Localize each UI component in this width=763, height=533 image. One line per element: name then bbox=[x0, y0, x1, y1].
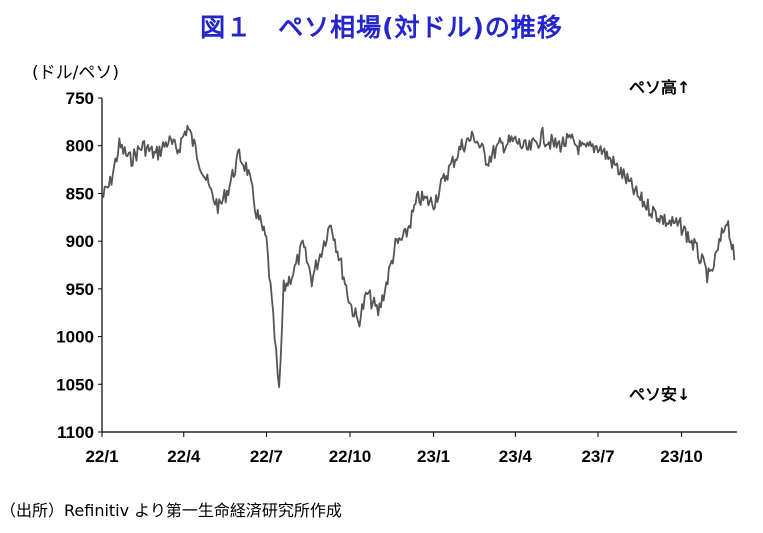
y-tick-labels: 750 800 850 900 950 1000 1050 1100 bbox=[56, 89, 102, 442]
x-tick-label: 22/4 bbox=[167, 447, 201, 466]
chart-axes bbox=[101, 98, 737, 433]
y-tick-label: 900 bbox=[66, 232, 94, 251]
x-tick-label: 23/10 bbox=[660, 447, 703, 466]
series-group bbox=[101, 124, 736, 389]
peso-weak-annotation: ペソ安↓ bbox=[629, 385, 691, 404]
y-tick-label: 750 bbox=[66, 89, 94, 108]
y-axis-unit-label: (ドル/ペソ) bbox=[32, 63, 119, 83]
series-line-peso bbox=[101, 124, 736, 389]
x-tick-label: 22/10 bbox=[329, 447, 372, 466]
y-tick-label: 950 bbox=[66, 280, 94, 299]
x-tick-label: 22/1 bbox=[85, 447, 118, 466]
y-tick-label: 850 bbox=[66, 184, 94, 203]
source-note: （出所）Refinitiv より第一生命経済研究所作成 bbox=[0, 501, 342, 520]
x-tick-label: 23/7 bbox=[581, 447, 614, 466]
x-tick-labels: 22/1 22/4 22/7 22/10 23/1 23/4 23/7 23/10 bbox=[85, 432, 703, 466]
x-tick-label: 23/1 bbox=[417, 447, 450, 466]
y-tick-label: 800 bbox=[66, 137, 94, 156]
x-tick-label: 22/7 bbox=[250, 447, 283, 466]
peso-strong-annotation: ペソ高↑ bbox=[629, 78, 691, 97]
y-tick-label: 1100 bbox=[57, 423, 94, 442]
x-tick-label: 23/4 bbox=[499, 447, 533, 466]
y-tick-label: 1000 bbox=[56, 328, 94, 347]
y-tick-label: 1050 bbox=[56, 375, 94, 394]
chart-title: 図１ ペソ相場(対ドル)の推移 bbox=[200, 13, 563, 42]
